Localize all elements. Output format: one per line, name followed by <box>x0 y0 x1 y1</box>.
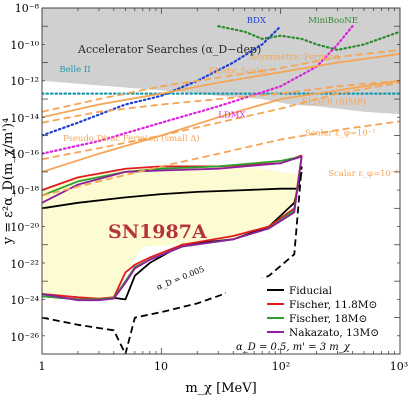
legend-box <box>226 278 398 354</box>
series-lines <box>42 25 400 354</box>
series-line-elastic-scalar <box>42 49 400 113</box>
curve-label-elastic-scalar: Elastic Scalar <box>209 67 269 77</box>
curve-label-belle-ii: Belle II <box>59 65 90 75</box>
curve-label-elder-simp: ELDER (SIMP) <box>302 97 366 108</box>
accelerator-region-label: Accelerator Searches (α_D−dep) <box>77 43 261 56</box>
legend-entry: Fischer, 18M⊙ <box>267 313 367 325</box>
curve-label-ldmx: LDMX <box>218 110 246 120</box>
y-axis-tick-labels: 10⁻⁸ 10⁻¹⁰ 10⁻¹² 10⁻¹⁴ 10⁻¹⁶ 10⁻¹⁸ 10⁻²⁰… <box>10 2 39 344</box>
y-tick-label: 10⁻¹⁶ <box>10 148 39 161</box>
series-line-scalar-10 <box>42 120 400 197</box>
series-line-fischer-11-8m <box>42 155 303 300</box>
legend-entry: Nakazato, 13M⊙ <box>267 327 379 339</box>
x-axis-title: m_χ [MeV] <box>185 381 256 396</box>
y-tick-label: 10⁻¹⁴ <box>10 112 39 125</box>
plot-frame <box>41 7 401 355</box>
x-tick-label: 10³ <box>390 360 408 373</box>
axis-ticks <box>41 7 400 355</box>
y-tick-label: 10⁻⁸ <box>15 2 40 15</box>
y-tick-label: 10⁻¹⁰ <box>10 39 39 52</box>
legend-entry: Fiducial <box>267 285 333 297</box>
series-line-asymmetric-fermion <box>42 53 400 119</box>
curve-label-scalar-10: Scalar ε_φ=10⁻⁶ <box>328 169 399 179</box>
x-tick-label: 1 <box>39 360 46 373</box>
curve-labels: Belle II BDX MiniBooNE Elastic Scalar Asymme… <box>59 16 399 179</box>
legend-label: Nakazato, 13M⊙ <box>289 327 379 339</box>
y-tick-label: 10⁻²⁴ <box>10 294 39 307</box>
series-line-pseudo-dirac-fermion-small <box>42 79 400 173</box>
sn1987a-region-label: SN1987A <box>108 221 207 243</box>
series-line-fischer-18m <box>42 155 302 197</box>
series-line-nakazato-13m <box>42 156 303 302</box>
legend-label: Fischer, 11.8M⊙ <box>289 299 377 311</box>
curve-label-miniboone: MiniBooNE <box>308 16 358 26</box>
y-axis-title: y = ε²α_D(m_χ/m')⁴ <box>1 118 16 246</box>
series-line-scalar-10 <box>42 81 400 161</box>
x-tick-label: 10 <box>154 360 168 373</box>
legend-parameter-note: α_D = 0.5, m' = 3 m_χ <box>236 342 351 353</box>
x-axis-tick-labels: 1 10 10² 10³ <box>39 360 409 373</box>
curve-label-asymmetric-fermion: Asymmetric Fermion <box>249 52 341 62</box>
legend-label: Fischer, 18M⊙ <box>289 313 367 325</box>
legend-entry: Fischer, 11.8M⊙ <box>267 299 377 311</box>
y-tick-label: 10⁻²⁶ <box>10 331 39 344</box>
legend-label: Fiducial <box>289 285 333 297</box>
series-line-nakazato-13m <box>42 155 302 204</box>
x-tick-label: 10² <box>272 360 290 373</box>
y-tick-label: 10⁻¹² <box>10 75 39 88</box>
region-accelerator-searches-d-dep <box>42 8 400 115</box>
series-line-bdx <box>42 25 282 137</box>
y-tick-label: 10⁻¹⁸ <box>10 184 39 197</box>
y-tick-label: 10⁻²² <box>10 258 39 271</box>
series-line-d-0-005 <box>42 166 303 354</box>
series-line-elder-simp <box>42 79 400 124</box>
curve-label-scalar-10: Scalar ε_φ=10⁻¹ <box>305 129 376 139</box>
legend: Fiducial Fischer, 11.8M⊙ Fischer, 18M⊙ N… <box>226 278 398 354</box>
series-line-miniboone <box>217 25 400 51</box>
curve-label-bdx: BDX <box>247 16 267 26</box>
series-line-fiducial <box>42 187 299 210</box>
y-tick-label: 10⁻²⁰ <box>10 221 39 234</box>
curve-label-pseudo-dirac-fermion-small: Pseudo Dirac Fermion (small Δ) <box>63 133 200 144</box>
